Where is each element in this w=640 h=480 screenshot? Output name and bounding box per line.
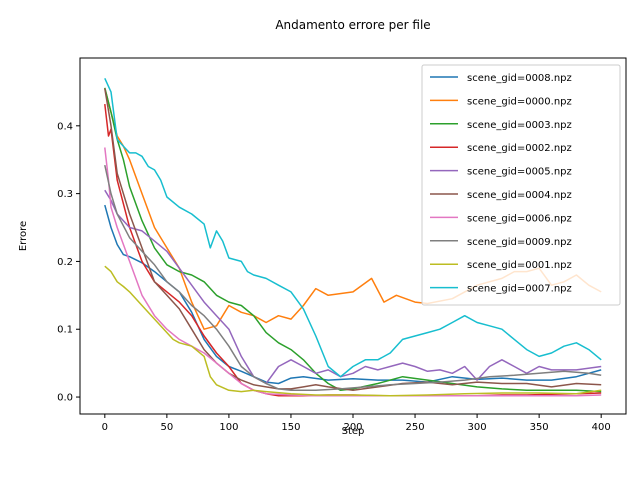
- legend: scene_gid=0008.npz scene_gid=0000.npzscen…: [421, 64, 621, 306]
- y-tick-label: 0.3: [57, 189, 73, 200]
- series-line-8: [104, 265, 602, 397]
- x-tick-label: 250: [405, 422, 424, 433]
- legend-label-4: scene_gid=0005.npz: [467, 167, 572, 178]
- x-tick-label: 0: [102, 422, 108, 433]
- series-line-6: [104, 147, 602, 397]
- series-line-9: [104, 77, 602, 378]
- legend-label-1: scene_gid=0000.npz: [467, 96, 572, 107]
- x-tick-label: 150: [281, 422, 300, 433]
- legend-label-3: scene_gid=0002.npz: [467, 143, 572, 154]
- y-tick-label: 0.4: [57, 121, 73, 132]
- legend-label-6: scene_gid=0006.npz: [467, 213, 572, 224]
- legend-label-2: scene_gid=0003.npz: [467, 120, 572, 131]
- x-tick-label: 200: [343, 422, 362, 433]
- series-layer: [104, 77, 602, 397]
- x-tick-label: 50: [160, 422, 173, 433]
- chart-title: Andamento errore per file: [275, 18, 430, 32]
- y-tick-label: 0.2: [57, 257, 73, 268]
- x-tick-label: 300: [468, 422, 487, 433]
- series-line-2: [104, 87, 602, 393]
- series-line-7: [104, 164, 602, 392]
- x-axis-label: Step: [342, 426, 365, 437]
- x-tick-label: 100: [219, 422, 238, 433]
- y-axis-label: Errore: [18, 221, 29, 251]
- y-tick-label: 0.0: [57, 393, 73, 404]
- ticks-layer: 0 50 100 150 200 250 300 350 400 0.0 0.1 0.2 0.3 0.4: [57, 121, 611, 433]
- legend-box: [421, 64, 621, 306]
- legend-label-9: scene_gid=0007.npz: [467, 284, 572, 295]
- series-line-4: [104, 189, 602, 385]
- y-tick-label: 0.1: [57, 325, 73, 336]
- legend-label-0: scene_gid=0008.npz: [467, 73, 572, 84]
- legend-label-7: scene_gid=0009.npz: [467, 237, 572, 248]
- x-tick-label: 400: [592, 422, 611, 433]
- legend-label-8: scene_gid=0001.npz: [467, 260, 572, 271]
- x-tick-label: 350: [530, 422, 549, 433]
- legend-label-5: scene_gid=0004.npz: [467, 190, 572, 201]
